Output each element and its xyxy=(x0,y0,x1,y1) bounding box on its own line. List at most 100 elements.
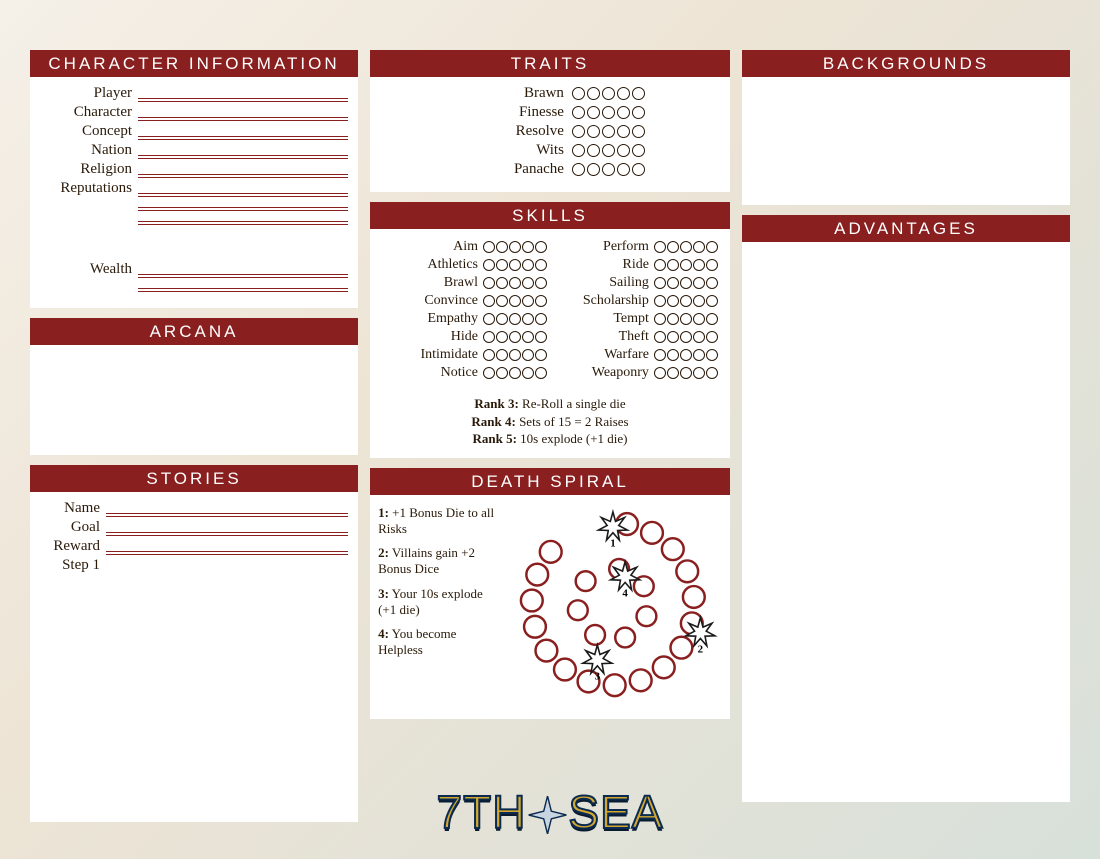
dot[interactable] xyxy=(680,331,692,343)
backgrounds-body[interactable] xyxy=(742,77,1070,205)
dot[interactable] xyxy=(706,331,718,343)
dot[interactable] xyxy=(572,163,585,176)
dot[interactable] xyxy=(693,277,705,289)
arcana-body[interactable] xyxy=(30,345,358,455)
dot[interactable] xyxy=(522,295,534,307)
dot[interactable] xyxy=(706,349,718,361)
dot[interactable] xyxy=(680,313,692,325)
dot[interactable] xyxy=(496,241,508,253)
dot[interactable] xyxy=(509,313,521,325)
field-input-line[interactable] xyxy=(138,147,348,159)
dot[interactable] xyxy=(496,295,508,307)
dot[interactable] xyxy=(483,277,495,289)
dot[interactable] xyxy=(602,163,615,176)
dot[interactable] xyxy=(509,259,521,271)
dot[interactable] xyxy=(496,349,508,361)
dot[interactable] xyxy=(509,349,521,361)
spiral-dot[interactable] xyxy=(536,639,558,661)
dot[interactable] xyxy=(483,259,495,271)
dot[interactable] xyxy=(522,241,534,253)
dot[interactable] xyxy=(667,349,679,361)
dot[interactable] xyxy=(617,106,630,119)
spiral-dot[interactable] xyxy=(637,606,657,626)
trait-dots[interactable] xyxy=(572,125,645,138)
dot[interactable] xyxy=(667,259,679,271)
field-input-line[interactable] xyxy=(106,505,348,517)
dot[interactable] xyxy=(654,295,666,307)
dot[interactable] xyxy=(667,295,679,307)
dot[interactable] xyxy=(632,87,645,100)
dot[interactable] xyxy=(535,259,547,271)
dot[interactable] xyxy=(522,277,534,289)
dot[interactable] xyxy=(572,87,585,100)
dot[interactable] xyxy=(680,241,692,253)
skill-dots[interactable] xyxy=(654,241,718,253)
skill-dots[interactable] xyxy=(483,313,547,325)
dot[interactable] xyxy=(535,295,547,307)
spiral-dot[interactable] xyxy=(526,563,548,585)
spiral-dot[interactable] xyxy=(521,589,543,611)
dot[interactable] xyxy=(496,277,508,289)
field-input-line[interactable] xyxy=(106,543,348,555)
field-input-line[interactable] xyxy=(138,90,348,102)
dot[interactable] xyxy=(587,106,600,119)
dot[interactable] xyxy=(522,313,534,325)
skill-dots[interactable] xyxy=(483,295,547,307)
trait-dots[interactable] xyxy=(572,87,645,100)
dot[interactable] xyxy=(706,295,718,307)
dot[interactable] xyxy=(617,87,630,100)
skill-dots[interactable] xyxy=(654,367,718,379)
dot[interactable] xyxy=(483,367,495,379)
dot[interactable] xyxy=(632,106,645,119)
dot[interactable] xyxy=(706,241,718,253)
dot[interactable] xyxy=(706,313,718,325)
dot[interactable] xyxy=(667,313,679,325)
trait-dots[interactable] xyxy=(572,163,645,176)
dot[interactable] xyxy=(706,277,718,289)
dot[interactable] xyxy=(535,277,547,289)
dot[interactable] xyxy=(693,241,705,253)
dot[interactable] xyxy=(572,125,585,138)
spiral-dot[interactable] xyxy=(585,625,605,645)
dot[interactable] xyxy=(509,277,521,289)
skill-dots[interactable] xyxy=(483,331,547,343)
skill-dots[interactable] xyxy=(654,295,718,307)
dot[interactable] xyxy=(706,259,718,271)
dot[interactable] xyxy=(522,349,534,361)
skill-dots[interactable] xyxy=(654,331,718,343)
dot[interactable] xyxy=(680,277,692,289)
dot[interactable] xyxy=(483,349,495,361)
dot[interactable] xyxy=(706,367,718,379)
dot[interactable] xyxy=(496,367,508,379)
dot[interactable] xyxy=(602,125,615,138)
spiral-dot[interactable] xyxy=(554,658,576,680)
dot[interactable] xyxy=(535,313,547,325)
spiral-dot[interactable] xyxy=(671,636,693,658)
dot[interactable] xyxy=(654,367,666,379)
field-input-line[interactable] xyxy=(138,199,348,211)
skill-dots[interactable] xyxy=(483,259,547,271)
dot[interactable] xyxy=(654,241,666,253)
dot[interactable] xyxy=(693,331,705,343)
dot[interactable] xyxy=(496,259,508,271)
dot[interactable] xyxy=(667,367,679,379)
advantages-body[interactable] xyxy=(742,242,1070,802)
skill-dots[interactable] xyxy=(483,349,547,361)
dot[interactable] xyxy=(693,295,705,307)
field-input-line[interactable] xyxy=(138,266,348,278)
spiral-dot[interactable] xyxy=(568,600,588,620)
dot[interactable] xyxy=(680,295,692,307)
field-input-line[interactable] xyxy=(138,109,348,121)
skill-dots[interactable] xyxy=(483,277,547,289)
dot[interactable] xyxy=(617,125,630,138)
field-input-line[interactable] xyxy=(138,166,348,178)
field-input-line[interactable] xyxy=(138,280,348,292)
dot[interactable] xyxy=(632,163,645,176)
dot[interactable] xyxy=(509,367,521,379)
dot[interactable] xyxy=(667,277,679,289)
dot[interactable] xyxy=(617,163,630,176)
spiral-dot[interactable] xyxy=(653,656,675,678)
spiral-dot[interactable] xyxy=(524,616,546,638)
dot[interactable] xyxy=(654,349,666,361)
dot[interactable] xyxy=(509,241,521,253)
